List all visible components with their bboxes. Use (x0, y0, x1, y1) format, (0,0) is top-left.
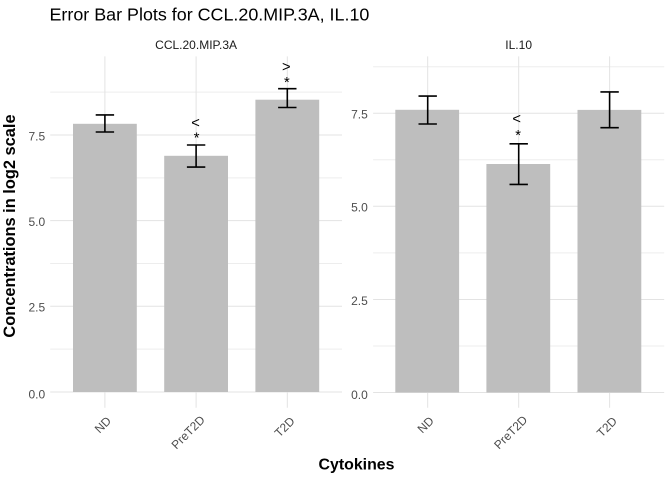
svg-text:*: * (284, 75, 290, 91)
svg-text:>: > (282, 60, 291, 76)
svg-text:*: * (194, 130, 200, 146)
svg-text:Concentrations in log2 scale: Concentrations in log2 scale (1, 114, 19, 337)
svg-text:Error Bar Plots for CCL.20.MIP: Error Bar Plots for CCL.20.MIP.3A, IL.10 (50, 5, 370, 25)
svg-text:2.5: 2.5 (351, 294, 368, 308)
svg-text:*: * (515, 128, 521, 144)
svg-text:0.0: 0.0 (351, 388, 368, 402)
svg-text:IL.10: IL.10 (505, 38, 532, 52)
svg-text:7.5: 7.5 (351, 108, 368, 122)
svg-text:Cytokines: Cytokines (319, 456, 395, 473)
svg-text:0.0: 0.0 (29, 387, 46, 401)
svg-text:2.5: 2.5 (29, 301, 46, 315)
svg-text:5.0: 5.0 (29, 215, 46, 229)
svg-text:5.0: 5.0 (351, 201, 368, 215)
svg-text:<: < (512, 112, 521, 128)
svg-text:7.5: 7.5 (29, 129, 46, 143)
svg-text:<: < (191, 115, 200, 131)
svg-text:CCL.20.MIP.3A: CCL.20.MIP.3A (155, 38, 237, 52)
